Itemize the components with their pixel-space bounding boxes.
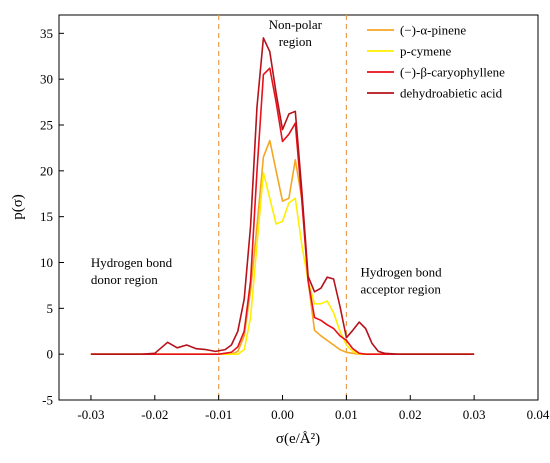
- y-tick-label: 5: [47, 301, 54, 316]
- legend-entry: p-cymene: [400, 44, 451, 59]
- y-tick-label: 10: [40, 255, 53, 270]
- region-annotation: Hydrogen bond donor region: [91, 255, 173, 287]
- region-dividers: [218, 15, 347, 400]
- x-tick-label: -0.02: [141, 407, 168, 422]
- x-tick-label: -0.03: [77, 407, 104, 422]
- series-line: [90, 37, 475, 355]
- y-tick-label: -5: [42, 393, 53, 408]
- y-tick-label: 30: [40, 72, 53, 87]
- series-line: [90, 171, 475, 355]
- region-annotation: Non-polar region: [269, 17, 323, 49]
- x-tick-label: 0.00: [271, 407, 294, 422]
- legend-entry: (−)-β-caryophyllene: [400, 65, 505, 80]
- y-tick-label: 20: [40, 163, 53, 178]
- x-tick-label: 0.03: [463, 407, 486, 422]
- legend-entry: (−)-α-pinene: [400, 23, 466, 38]
- axes: [58, 14, 539, 401]
- x-tick-label: 0.04: [527, 407, 550, 422]
- y-tick-label: 25: [40, 118, 53, 133]
- legend-entry: dehydroabietic acid: [400, 86, 503, 101]
- y-tick-label: 35: [40, 26, 53, 41]
- series-line: [90, 67, 475, 355]
- y-tick-label: 15: [40, 209, 53, 224]
- x-tick-label: 0.02: [399, 407, 422, 422]
- y-tick-label: 0: [47, 347, 54, 362]
- plot-frame: [58, 14, 539, 401]
- region-annotation: Hydrogen bond acceptor region: [360, 264, 442, 296]
- x-tick-label: -0.01: [205, 407, 232, 422]
- series-lines: [90, 37, 475, 355]
- x-tick-label: 0.01: [335, 407, 358, 422]
- axis-ticks: -0.03 -0.02 -0.01 0.00 0.01 0.02 0.03 0.04 -5 0 5 1…: [40, 26, 550, 422]
- x-axis-title: σ(e/Å²): [276, 431, 320, 447]
- series-line: [90, 139, 475, 355]
- region-annotations: Non-polar region Hydrogen bond donor region…: [91, 17, 442, 297]
- y-axis-title: p(σ): [10, 194, 26, 220]
- legend: (−)-α-pinene p-cymene (−)-β-caryophyllene d…: [367, 23, 505, 101]
